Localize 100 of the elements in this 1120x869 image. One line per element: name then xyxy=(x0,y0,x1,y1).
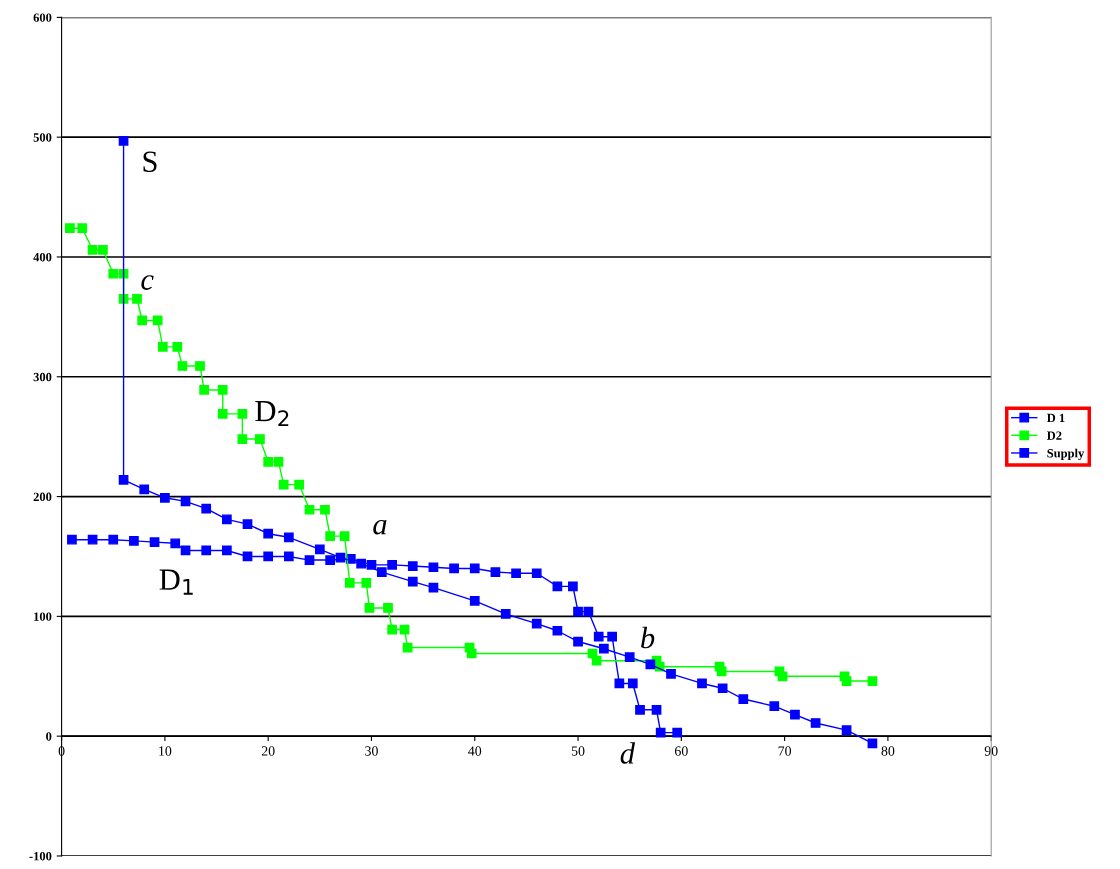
point xyxy=(325,531,336,541)
point xyxy=(593,631,604,642)
point xyxy=(591,655,602,666)
point xyxy=(278,479,289,490)
point xyxy=(697,678,707,689)
point xyxy=(469,595,480,606)
y-tick-label: 400 xyxy=(33,253,52,262)
point xyxy=(160,492,170,503)
point xyxy=(672,727,683,738)
point xyxy=(108,268,119,279)
point xyxy=(118,474,129,485)
point xyxy=(469,563,480,574)
point xyxy=(263,528,274,539)
x-tick-label: 60 xyxy=(674,746,688,756)
point xyxy=(624,652,635,662)
legend-label: D2 xyxy=(1046,431,1062,440)
point xyxy=(627,678,638,689)
x-tick-label: 10 xyxy=(159,746,172,756)
point xyxy=(149,537,160,547)
y-tick-label: 600 xyxy=(33,13,52,22)
annotation: D$_{2}$ xyxy=(255,401,289,427)
point xyxy=(777,671,788,682)
annotation: d xyxy=(620,742,636,764)
point xyxy=(531,568,542,579)
y-tick-label: -100 xyxy=(29,851,52,861)
point xyxy=(320,504,330,515)
point xyxy=(263,456,274,467)
point xyxy=(255,434,265,444)
point xyxy=(407,576,418,587)
y-tick-label: 300 xyxy=(33,372,52,382)
point xyxy=(344,577,355,588)
point xyxy=(217,385,228,395)
x-tick-label: 50 xyxy=(571,746,585,756)
point xyxy=(199,385,210,395)
point xyxy=(304,504,315,515)
point xyxy=(573,636,583,647)
annotation: c xyxy=(141,275,154,290)
point xyxy=(428,562,439,573)
point xyxy=(841,725,852,736)
point xyxy=(108,534,119,545)
point xyxy=(387,624,397,635)
point xyxy=(790,709,800,720)
point xyxy=(157,341,168,352)
point xyxy=(651,704,662,715)
point xyxy=(177,361,188,371)
point xyxy=(449,563,459,574)
point xyxy=(387,559,397,570)
y-tick-label: 100 xyxy=(34,612,52,621)
point xyxy=(376,567,387,577)
annotation: b xyxy=(641,626,655,649)
point xyxy=(222,514,232,525)
point xyxy=(325,555,336,565)
point xyxy=(67,534,77,545)
point xyxy=(283,532,294,543)
point xyxy=(738,694,749,704)
point xyxy=(511,568,521,579)
point xyxy=(614,678,625,689)
legend-label: D 1 xyxy=(1046,413,1065,423)
y-tick-label: 500 xyxy=(33,133,52,142)
x-tick-label: 20 xyxy=(261,746,275,756)
point xyxy=(98,244,108,255)
point xyxy=(364,603,375,613)
point xyxy=(129,536,139,546)
x-tick-label: 90 xyxy=(984,746,998,756)
x-tick-label: 80 xyxy=(881,746,895,756)
annotation: a xyxy=(373,519,387,535)
point xyxy=(466,648,477,659)
x-tick-label: 40 xyxy=(468,746,482,756)
point xyxy=(500,609,511,619)
point xyxy=(383,603,393,613)
legend-label: Supply xyxy=(1047,448,1085,461)
point xyxy=(607,631,617,642)
point xyxy=(867,676,878,686)
point xyxy=(222,545,232,556)
point xyxy=(273,456,284,467)
x-tick-label: 30 xyxy=(365,746,378,756)
point xyxy=(87,244,98,255)
point xyxy=(139,484,150,495)
point xyxy=(304,555,315,565)
point xyxy=(263,551,274,562)
point xyxy=(867,738,878,749)
point xyxy=(339,531,350,541)
point xyxy=(242,519,253,529)
point xyxy=(841,676,852,686)
point xyxy=(635,704,645,715)
point xyxy=(490,567,501,577)
point xyxy=(573,606,583,617)
point xyxy=(356,558,366,569)
point xyxy=(283,551,294,562)
annotation: D$_{1}$ xyxy=(159,569,193,595)
point xyxy=(568,581,578,592)
point xyxy=(552,625,563,636)
point xyxy=(152,315,163,326)
point xyxy=(237,409,248,419)
point xyxy=(810,718,821,728)
point xyxy=(645,659,656,670)
point xyxy=(170,538,181,549)
point xyxy=(137,315,148,326)
point xyxy=(237,434,248,444)
point xyxy=(361,577,372,588)
